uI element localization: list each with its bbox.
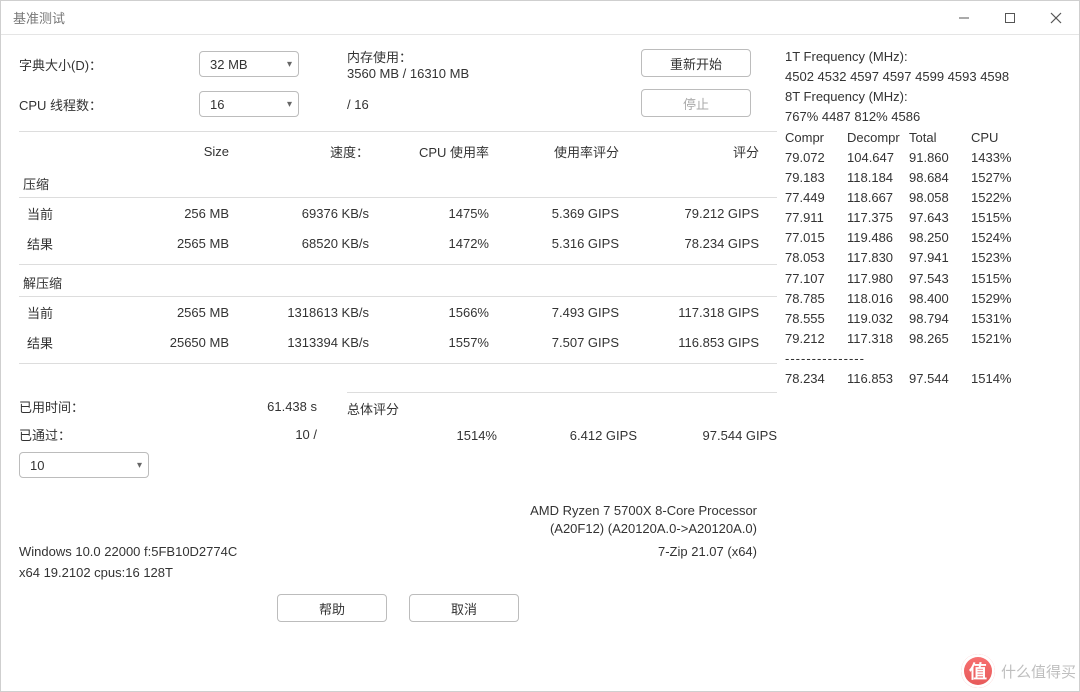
t8-freq-values: 767% 4487 812% 4586 <box>785 107 1067 127</box>
t8-freq-label: 8T Frequency (MHz): <box>785 87 1067 107</box>
help-button[interactable]: 帮助 <box>277 594 387 622</box>
restart-button[interactable]: 重新开始 <box>641 49 751 77</box>
table-row: 结果 2565 MB 68520 KB/s 1472% 5.316 GIPS 7… <box>19 228 777 258</box>
overall-rating: 6.412 GIPS <box>497 428 637 443</box>
passes-select[interactable]: 10 ▾ <box>19 452 149 478</box>
table-row: 当前 256 MB 69376 KB/s 1475% 5.369 GIPS 79… <box>19 198 777 228</box>
side-row: 77.107117.98097.5431515% <box>785 269 1067 289</box>
close-button[interactable] <box>1033 1 1079 35</box>
side-summary: 78.234 116.853 97.544 1514% <box>785 369 1067 389</box>
t1-freq-values: 4502 4532 4597 4597 4599 4593 4598 <box>785 67 1067 87</box>
decompress-title: 解压缩 <box>19 269 777 297</box>
dict-size-select[interactable]: 32 MB ▾ <box>199 51 299 77</box>
memory-label: 内存使用： <box>347 47 469 66</box>
passed-label: 已通过： <box>19 425 71 444</box>
table-row: 当前 2565 MB 1318613 KB/s 1566% 7.493 GIPS… <box>19 297 777 327</box>
overall-title: 总体评分 <box>347 399 777 418</box>
threads-label: CPU 线程数： <box>19 95 199 114</box>
side-divider: --------------- <box>785 349 1067 369</box>
threads-total: / 16 <box>347 97 369 112</box>
app-info: 7-Zip 21.07 (x64) <box>658 544 777 559</box>
side-row: 79.183118.18498.6841527% <box>785 168 1067 188</box>
t1-freq-label: 1T Frequency (MHz): <box>785 47 1067 67</box>
chevron-down-icon: ▾ <box>137 460 142 471</box>
compress-title: 压缩 <box>19 170 777 198</box>
os-info: Windows 10.0 22000 f:5FB10D2774C <box>19 544 237 559</box>
col-cpu: CPU 使用率 <box>369 142 489 161</box>
side-row: 78.785118.01698.4001529% <box>785 289 1067 309</box>
stop-button[interactable]: 停止 <box>641 89 751 117</box>
cancel-button[interactable]: 取消 <box>409 594 519 622</box>
titlebar: 基准测试 <box>1 1 1079 35</box>
side-row: 78.555119.03298.7941531% <box>785 309 1067 329</box>
col-rating: 使用率评分 <box>489 142 619 161</box>
benchmark-table: Size 速度： CPU 使用率 使用率评分 评分 压缩 当前 256 MB 6… <box>19 131 777 366</box>
threads-select[interactable]: 16 ▾ <box>199 91 299 117</box>
passed-value: 10 / <box>295 427 317 442</box>
elapsed-value: 61.438 s <box>267 399 317 414</box>
maximize-button[interactable] <box>987 1 1033 35</box>
table-row: 结果 25650 MB 1313394 KB/s 1557% 7.507 GIP… <box>19 327 777 357</box>
col-speed: 速度： <box>229 142 369 161</box>
arch-info: x64 19.2102 cpus:16 128T <box>19 565 173 580</box>
overall-score: 97.544 GIPS <box>637 428 777 443</box>
elapsed-label: 已用时间： <box>19 397 84 416</box>
col-size: Size <box>109 144 229 159</box>
side-row: 77.015119.48698.2501524% <box>785 228 1067 248</box>
side-row: 79.072104.64791.8601433% <box>785 148 1067 168</box>
side-row: 78.053117.83097.9411523% <box>785 248 1067 268</box>
side-panel: 1T Frequency (MHz): 4502 4532 4597 4597 … <box>777 47 1067 685</box>
window-title: 基准测试 <box>13 8 65 27</box>
side-row: 79.212117.31898.2651521% <box>785 329 1067 349</box>
col-score: 评分 <box>619 142 759 161</box>
memory-value: 3560 MB / 16310 MB <box>347 66 469 81</box>
minimize-button[interactable] <box>941 1 987 35</box>
dict-size-label: 字典大小(D)： <box>19 55 199 74</box>
overall-cpu: 1514% <box>347 428 497 443</box>
window: 基准测试 重新开始 停止 字典大小(D)： 32 MB ▾ 内存使用： <box>0 0 1080 692</box>
chevron-down-icon: ▾ <box>287 99 292 110</box>
chevron-down-icon: ▾ <box>287 59 292 70</box>
cpu-name-2: (A20F12) (A20120A.0->A20120A.0) <box>19 520 757 538</box>
cpu-name-1: AMD Ryzen 7 5700X 8-Core Processor <box>19 502 757 520</box>
side-columns: Compr Decompr Total CPU <box>785 128 1067 148</box>
side-row: 77.911117.37597.6431515% <box>785 208 1067 228</box>
side-row: 77.449118.66798.0581522% <box>785 188 1067 208</box>
